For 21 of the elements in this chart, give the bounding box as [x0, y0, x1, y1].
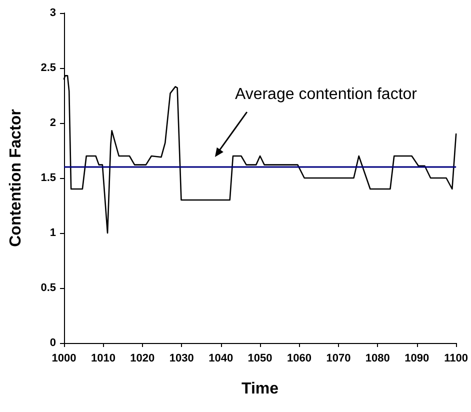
annotation: Average contention factor	[234, 86, 417, 104]
x-tick-label: 1070	[326, 352, 351, 364]
x-tick-label: 1020	[130, 352, 155, 364]
y-tick-label: 0	[50, 337, 56, 349]
x-tick-label: 1080	[365, 352, 390, 364]
x-tick-label: 1090	[404, 352, 430, 364]
y-tick-label: 0.5	[40, 282, 56, 294]
y-tick-label: 1.5	[40, 172, 56, 184]
x-tick-label: 1060	[287, 352, 312, 364]
x-tick-label: 1040	[208, 352, 234, 364]
y-tick-label: 1	[50, 227, 56, 239]
y-tick-label: 2.5	[40, 62, 56, 74]
y-tick-label: 3	[50, 7, 56, 19]
x-tick-label: 1050	[248, 352, 272, 364]
y-tick-label: 2	[50, 117, 56, 129]
x-tick-label: 1000	[52, 352, 76, 364]
y-axis-title: Contention Factor	[8, 109, 24, 247]
x-tick-label: 1030	[169, 352, 194, 364]
x-tick-label: 1010	[90, 352, 116, 364]
x-tick-label: 1100	[444, 352, 468, 364]
x-axis-title: Time	[242, 380, 279, 398]
